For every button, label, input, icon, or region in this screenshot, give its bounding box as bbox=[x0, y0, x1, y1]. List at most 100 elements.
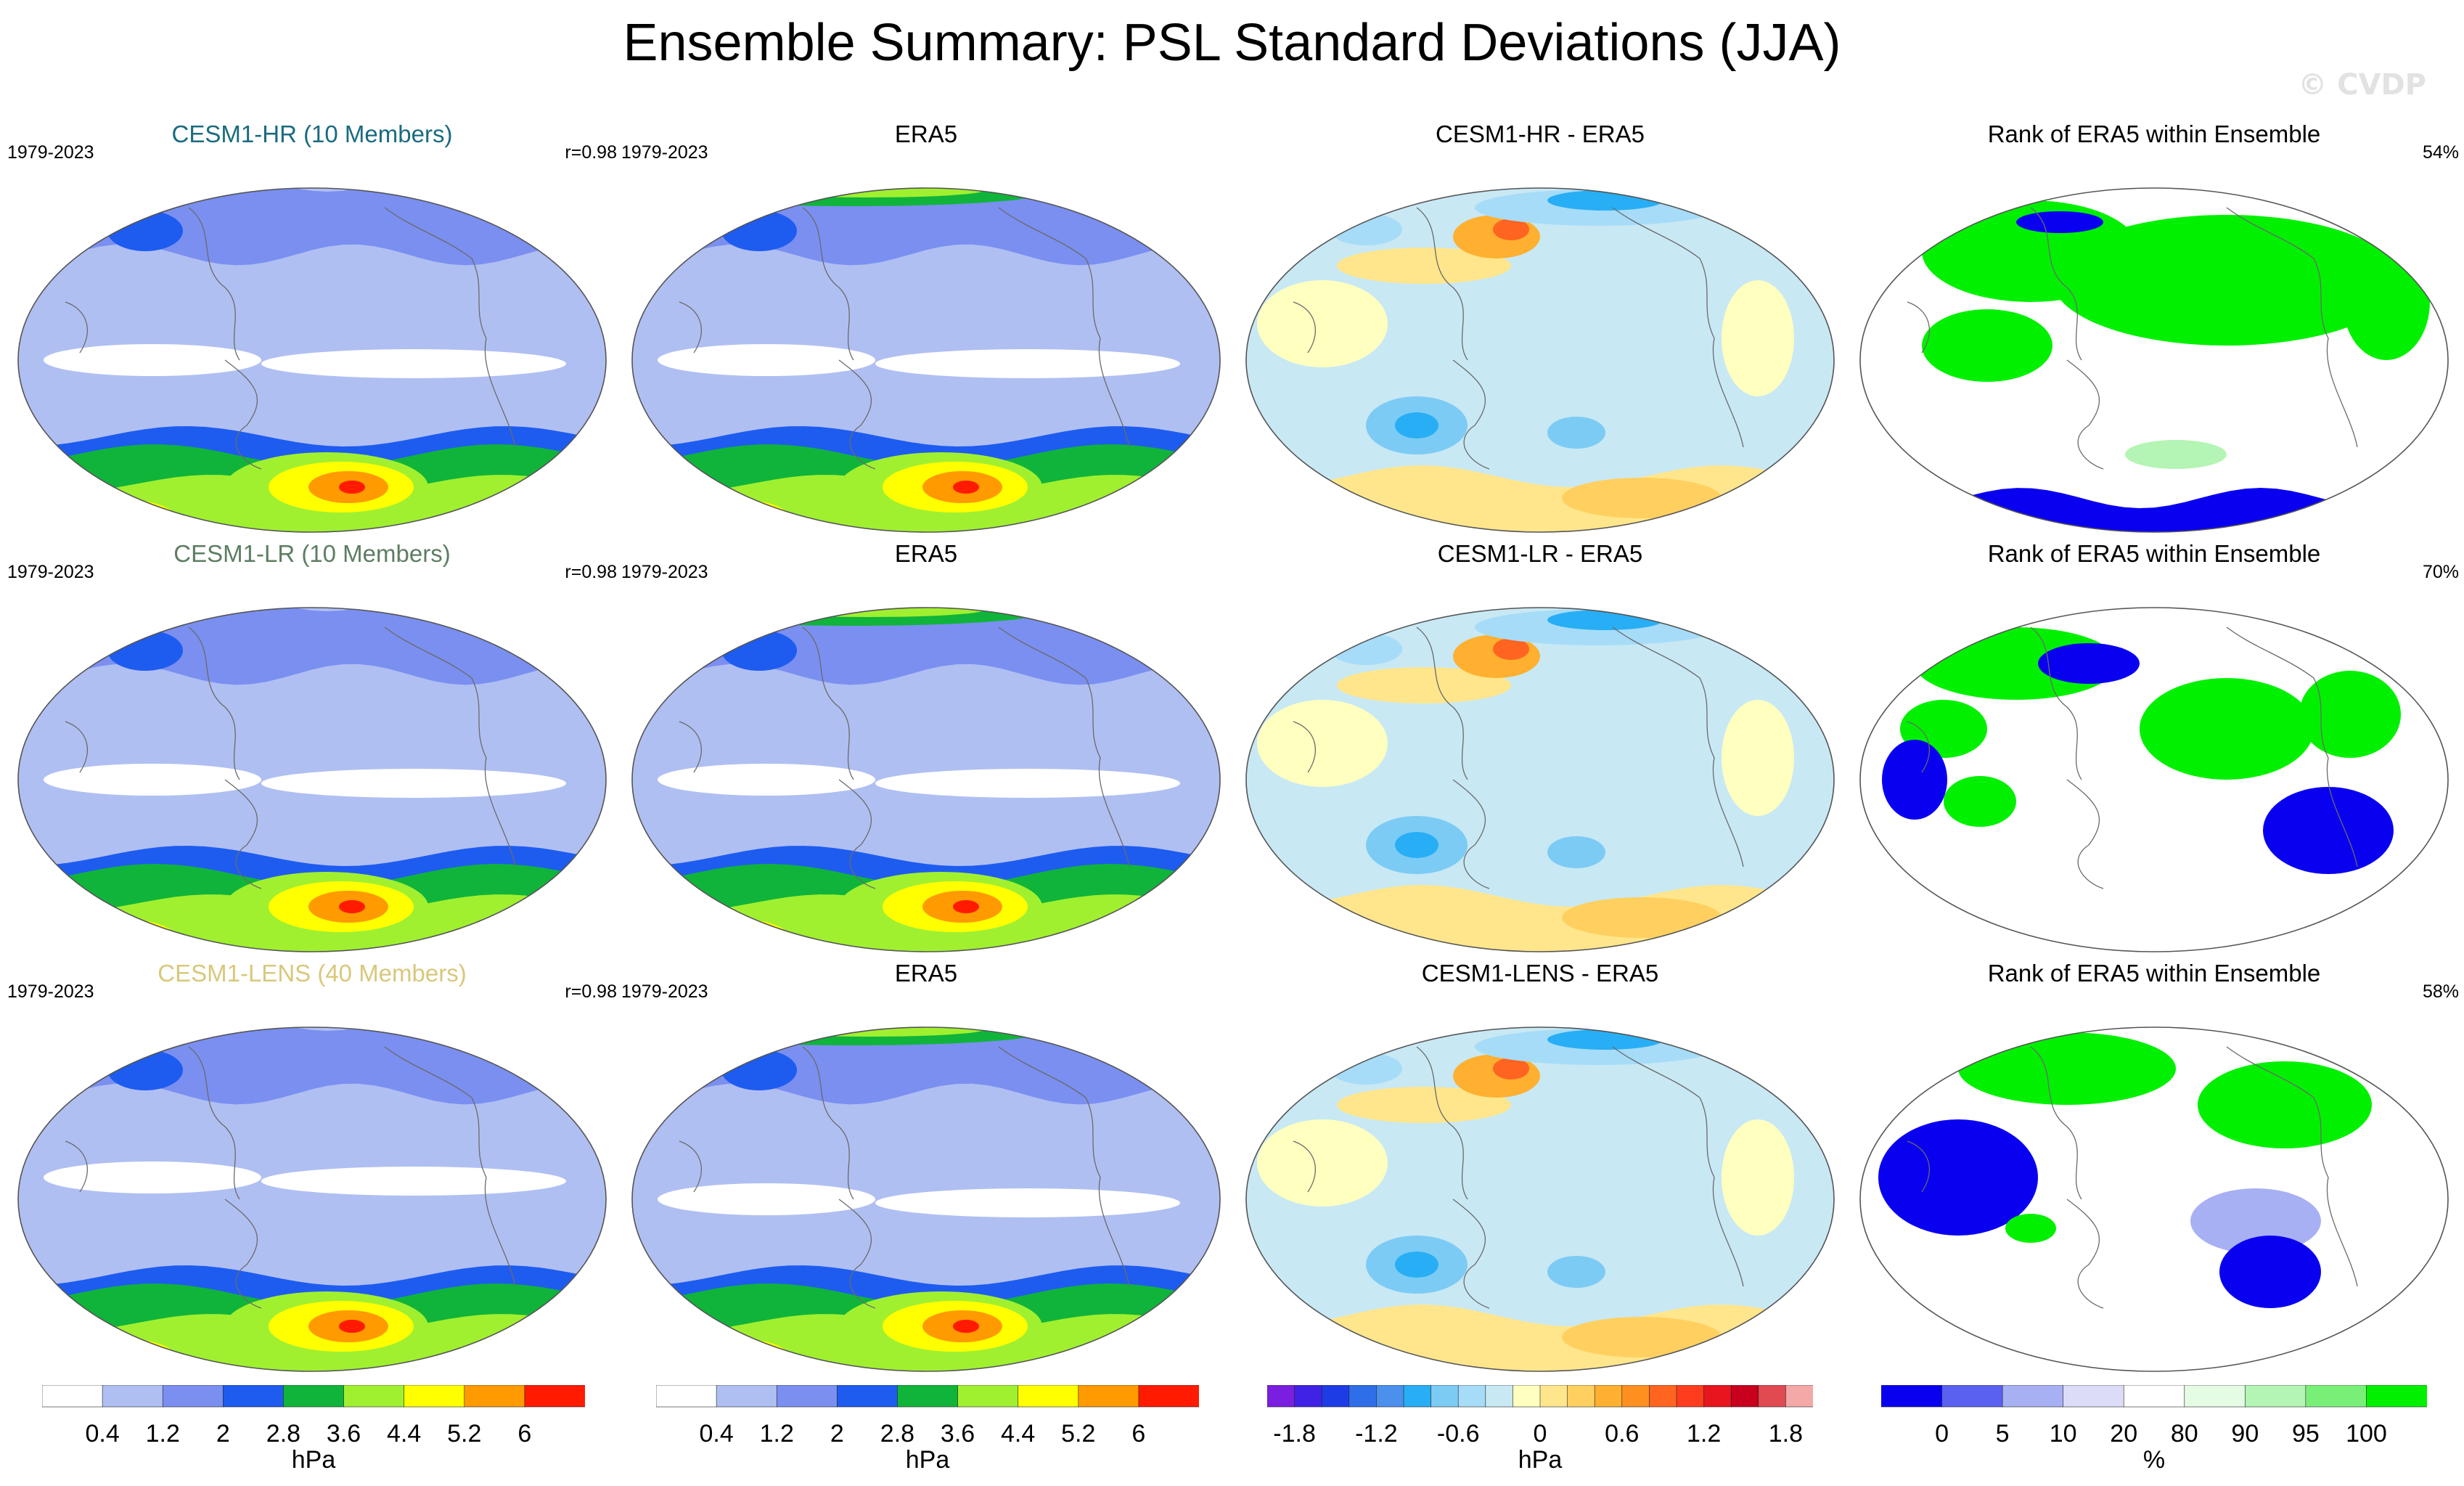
diff-sh-neg-2 bbox=[1547, 417, 1605, 449]
diff-arctic-neg-deep bbox=[1547, 610, 1663, 630]
coastline-3 bbox=[65, 721, 88, 773]
colorbar-tick-label: 20 bbox=[2110, 1420, 2138, 1448]
coastline-0 bbox=[188, 626, 240, 780]
colorbar-tick-label: 5.2 bbox=[1061, 1420, 1096, 1448]
colorbar-swatch bbox=[957, 1384, 1019, 1408]
coastline-3 bbox=[1293, 1140, 1316, 1193]
panel-correlation: r=0.98 bbox=[565, 562, 617, 582]
coastline-0 bbox=[802, 207, 854, 361]
colorbar-unit: hPa bbox=[905, 1446, 950, 1474]
colorbar-tick-label: -0.6 bbox=[1436, 1420, 1480, 1448]
colorbar-model-sd: 0.4 1.2 2 2.8 3.6 4.4 5.2 6 hPa bbox=[41, 1384, 586, 1474]
panel-period-label: 1979-2023 bbox=[621, 142, 708, 163]
coastline-0 bbox=[1416, 207, 1468, 361]
rank-blue-se bbox=[2263, 787, 2394, 874]
colorbar-tick-label: 0.4 bbox=[699, 1420, 734, 1448]
diff-sh-orange bbox=[1562, 1317, 1722, 1358]
rank-green-west bbox=[1922, 309, 2052, 382]
map-diff bbox=[1245, 1026, 1835, 1372]
panel-hr-diff: CESM1-HR - ERA5 bbox=[1235, 121, 1845, 534]
colorbar-swatch bbox=[524, 1384, 586, 1408]
diff-nh-red bbox=[1493, 638, 1529, 660]
coastline-3 bbox=[65, 301, 88, 354]
rank-lightgreen bbox=[2125, 440, 2227, 469]
map-field bbox=[1860, 188, 2448, 532]
colorbar-swatch bbox=[1403, 1384, 1432, 1408]
rank-green-main bbox=[2052, 215, 2401, 346]
panel-lens-model: CESM1-LENS (40 Members) 1979-2023 r=0.98 bbox=[7, 960, 617, 1373]
coastline-2 bbox=[1452, 1199, 1490, 1309]
map-rank bbox=[1859, 187, 2449, 533]
colorbar-swatch bbox=[655, 1384, 718, 1408]
colorbar-swatches bbox=[1880, 1384, 2428, 1408]
colorbar-tick-label: 1.2 bbox=[1686, 1420, 1722, 1448]
colorbar-tick-label: 100 bbox=[2346, 1420, 2387, 1448]
colorbar-swatch bbox=[1018, 1384, 1079, 1408]
map-diff bbox=[1245, 187, 1835, 533]
coastline-0 bbox=[188, 1046, 240, 1200]
map-field bbox=[632, 188, 1220, 532]
colorbar-swatch bbox=[1513, 1384, 1541, 1408]
map-border bbox=[1245, 187, 1835, 533]
diff-nh-red bbox=[1493, 219, 1529, 240]
colorbar-tick-label: 3.6 bbox=[326, 1420, 361, 1448]
map-rank bbox=[1859, 607, 2449, 952]
sd-tropics-min-2 bbox=[261, 769, 566, 798]
diff-sh-orange bbox=[1562, 478, 1722, 518]
sd-arctic-lime bbox=[752, 188, 984, 197]
sd-tropics-min-2 bbox=[875, 349, 1180, 378]
colorbar-swatch bbox=[41, 1384, 104, 1408]
coastline-3 bbox=[1907, 301, 1930, 354]
colorbar-rank: 0 5 10 20 80 90 95 100% bbox=[1880, 1384, 2428, 1474]
colorbar-tick-label: 2 bbox=[830, 1420, 844, 1448]
panel-title: ERA5 bbox=[894, 540, 958, 567]
coastline-1 bbox=[1612, 1046, 1744, 1287]
rank-green-small bbox=[2005, 1214, 2056, 1243]
coastline-3 bbox=[1293, 301, 1316, 354]
sd-nh-lobe bbox=[817, 619, 948, 677]
colorbar-swatch bbox=[2366, 1384, 2428, 1408]
panel-hr-model: CESM1-HR (10 Members) 1979-2023 r=0.98 bbox=[7, 121, 617, 534]
map-diff bbox=[1245, 607, 1835, 952]
colorbar-ticks: 0.4 1.2 2 2.8 3.6 4.4 5.2 6 bbox=[42, 1420, 585, 1449]
diff-pos-west bbox=[1257, 1119, 1388, 1207]
colorbar-swatch bbox=[716, 1384, 778, 1408]
rank-green-east bbox=[2343, 244, 2430, 360]
colorbar-swatch bbox=[1485, 1384, 1514, 1408]
colorbar-swatch bbox=[776, 1384, 838, 1408]
colorbar-swatch bbox=[1539, 1384, 1568, 1408]
sd-nh-lobe bbox=[817, 1038, 948, 1096]
map-border bbox=[1859, 187, 2449, 533]
colorbar-swatch bbox=[1730, 1384, 1759, 1408]
figure-title: Ensemble Summary: PSL Standard Deviation… bbox=[623, 14, 1841, 72]
sd-tropics-min-2 bbox=[875, 769, 1180, 798]
panel-title: Rank of ERA5 within Ensemble bbox=[1987, 121, 2321, 147]
panel-title: Rank of ERA5 within Ensemble bbox=[1987, 960, 2321, 987]
colorbar-tick-label: 1.2 bbox=[759, 1420, 794, 1448]
diff-sh-red bbox=[1290, 528, 1355, 532]
sd-nh-lobe bbox=[817, 199, 948, 257]
rank-blue-nh bbox=[2016, 211, 2103, 233]
sd-sh-yellow-west bbox=[44, 498, 174, 532]
diff-nh-ridge bbox=[1337, 1087, 1511, 1123]
colorbar-tick-label: 1.2 bbox=[145, 1420, 180, 1448]
sd-sh-orange-west bbox=[694, 1349, 752, 1366]
map-field bbox=[1246, 188, 1834, 532]
rank-green-sw bbox=[1944, 776, 2016, 827]
coastline-1 bbox=[1612, 207, 1744, 448]
panel-lens-rank: Rank of ERA5 within Ensemble 58% bbox=[1849, 960, 2459, 1373]
map-field bbox=[1246, 608, 1834, 952]
panel-title: CESM1-HR (10 Members) bbox=[171, 121, 453, 147]
map-sd bbox=[17, 187, 607, 533]
map-sd bbox=[17, 1026, 607, 1372]
coastline-2 bbox=[838, 1199, 876, 1309]
watermark: © CVDP bbox=[2298, 68, 2426, 102]
coastline-0 bbox=[802, 1046, 854, 1200]
coastline-2 bbox=[2066, 779, 2104, 889]
coastline-2 bbox=[838, 359, 876, 470]
map-border bbox=[1245, 607, 1835, 952]
diff-nh-ridge bbox=[1337, 248, 1511, 284]
rank-green-ne bbox=[2198, 1061, 2372, 1148]
colorbar-swatch bbox=[343, 1384, 405, 1408]
colorbar-swatch bbox=[223, 1384, 285, 1408]
